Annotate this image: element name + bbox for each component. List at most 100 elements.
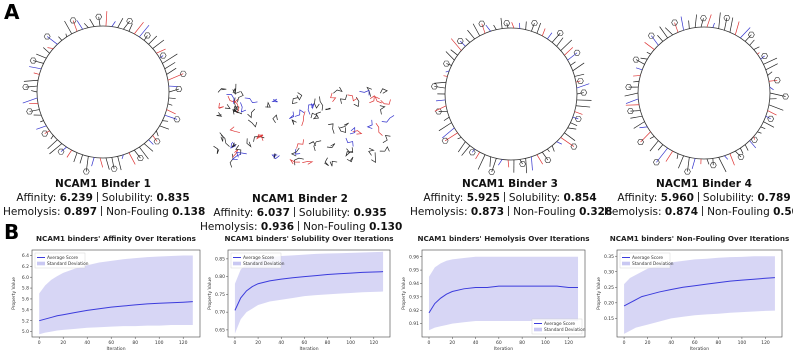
molecule-bond — [294, 148, 301, 155]
binder-info: NACM1 Binder 4 Affinity: 5.960 Solubility:… — [604, 177, 793, 219]
x-tick-label: 40 — [278, 340, 284, 346]
side-chain — [657, 144, 664, 151]
side-ring — [503, 20, 511, 27]
molecule-bond — [379, 105, 386, 115]
side-chain — [646, 51, 651, 55]
side-ring — [126, 18, 134, 25]
legend-label: Standard Deviation — [243, 261, 285, 267]
side-ring — [159, 52, 167, 59]
score-label: Non-Fouling — [303, 221, 366, 233]
separator — [298, 221, 300, 231]
score-value: 0.835 — [156, 192, 190, 204]
side-chain — [624, 92, 639, 97]
side-chain — [465, 38, 471, 43]
legend-swatch — [622, 261, 630, 266]
side-chain — [461, 145, 471, 156]
molecule-bond — [231, 153, 242, 160]
binder-info: NCAM1 Binder 1 Affinity: 6.239 Solubility:… — [3, 177, 205, 219]
deviation-band — [39, 255, 193, 335]
side-chain — [493, 24, 497, 30]
side-chain — [574, 73, 585, 77]
x-tick-label: 100 — [155, 340, 164, 346]
side-chain — [117, 156, 122, 171]
molecule-bond — [289, 158, 300, 165]
side-ring — [544, 157, 552, 163]
average-line — [234, 271, 384, 311]
side-chain — [767, 110, 777, 116]
side-chain — [678, 155, 684, 169]
side-ring — [137, 155, 144, 162]
side-ring — [179, 70, 187, 77]
side-chain — [139, 24, 150, 38]
score-label: Hemolysis: — [410, 206, 468, 218]
side-chain — [156, 130, 159, 137]
x-tick-label: 100 — [738, 340, 747, 346]
molecule-bond — [325, 107, 331, 111]
y-tick-label: 6.2 — [22, 264, 29, 270]
y-tick-label: 6.0 — [22, 275, 29, 281]
molecule-bond — [213, 145, 220, 155]
binder-name: NACM1 Binder 4 — [656, 178, 752, 190]
side-ring — [574, 115, 582, 122]
chart-title: NCAM1 binders' Affinity Over Iterations — [36, 234, 196, 243]
y-tick-label: 0.95 — [409, 268, 419, 274]
score-label: Hemolysis: — [604, 206, 662, 218]
x-tick-label: 20 — [255, 340, 261, 346]
side-chain — [541, 151, 549, 161]
side-chain — [749, 140, 757, 149]
molecule-bond — [265, 101, 271, 108]
side-chain — [729, 153, 735, 166]
side-ring — [709, 162, 717, 169]
molecule-bond — [237, 90, 244, 103]
side-chain — [567, 52, 578, 61]
side-chain — [36, 125, 47, 130]
score-value: 6.037 — [256, 207, 290, 219]
side-chain — [664, 27, 673, 36]
side-chain — [757, 131, 762, 134]
x-axis-label: Iteration — [494, 346, 513, 352]
side-chain — [164, 62, 176, 70]
molecule-bond — [353, 96, 360, 107]
side-chain — [749, 39, 755, 46]
side-chain — [168, 88, 179, 93]
side-chain — [768, 104, 784, 111]
side-chain — [443, 116, 450, 121]
side-chain — [575, 105, 591, 108]
y-tick-label: 0.20 — [604, 300, 614, 306]
x-tick-label: 80 — [325, 340, 331, 346]
molecule-bond — [366, 119, 373, 129]
x-tick-label: 80 — [519, 340, 525, 346]
side-chain — [457, 141, 466, 153]
y-tick-label: 0.70 — [215, 310, 225, 316]
legend-label: Standard Deviation — [47, 261, 89, 267]
side-chain — [156, 48, 166, 54]
separator — [96, 192, 98, 202]
separator — [508, 206, 510, 216]
side-chain — [72, 20, 78, 32]
side-chain — [105, 157, 110, 170]
side-ring — [468, 149, 476, 156]
side-ring — [573, 49, 581, 56]
side-chain — [443, 75, 448, 77]
score-label: Affinity: — [16, 192, 57, 204]
molecule-bond — [296, 139, 304, 149]
score-value: 5.960 — [660, 192, 694, 204]
molecule-bond — [273, 153, 277, 159]
side-ring — [478, 20, 486, 27]
side-chain — [43, 47, 50, 54]
side-chain — [625, 98, 639, 104]
binder-name: NCAM1 Binder 3 — [462, 178, 558, 190]
side-chain — [576, 83, 590, 89]
side-chain — [83, 23, 89, 28]
molecule-bond — [224, 104, 231, 109]
side-chain — [724, 155, 729, 160]
side-chain — [29, 66, 42, 70]
molecule-bond — [328, 123, 335, 134]
molecule-bond — [340, 122, 349, 129]
score-value: 0.789 — [757, 192, 791, 204]
molecule-bond — [307, 104, 314, 115]
side-chain — [536, 154, 544, 165]
side-chain — [712, 22, 715, 28]
x-axis-label: Iteration — [299, 346, 318, 352]
